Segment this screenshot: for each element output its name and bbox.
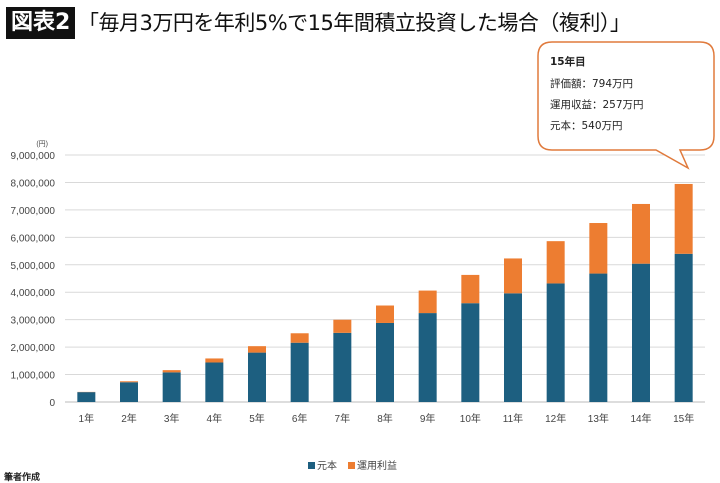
bar-principal <box>418 313 437 402</box>
bar-principal <box>461 303 480 402</box>
callout: 15年目 評価額：794万円 運用収益：257万円 元本：540万円 <box>537 41 715 170</box>
x-tick-label: 12年 <box>545 412 566 425</box>
x-tick-label: 15年 <box>673 412 694 425</box>
x-tick-label: 5年 <box>249 412 265 425</box>
figure-badge: 図表2 <box>6 7 76 39</box>
bar-principal <box>632 263 650 402</box>
bar-gain <box>290 333 309 343</box>
y-tick-label: 4,000,000 <box>11 288 56 299</box>
bar-principal <box>504 293 522 402</box>
x-tick-label: 2年 <box>121 412 137 425</box>
bar-principal <box>546 283 565 402</box>
bar-gain <box>504 258 522 294</box>
bar-gain <box>376 305 394 323</box>
y-tick-label: 8,000,000 <box>11 178 56 189</box>
x-tick-label: 7年 <box>335 412 351 425</box>
bar-gain <box>418 290 437 314</box>
legend-label: 元本 <box>317 459 337 472</box>
source-note: 筆者作成 <box>4 473 41 483</box>
bar-principal <box>589 273 608 402</box>
x-tick-label: 8年 <box>377 412 393 425</box>
callout-bubble <box>537 41 715 170</box>
bar-principal <box>248 352 266 402</box>
legend-label: 運用利益 <box>357 459 397 472</box>
bar-gain <box>632 203 650 264</box>
y-tick-label: 1,000,000 <box>11 371 56 382</box>
bar-principal <box>290 342 309 402</box>
callout-line: 元本：540万円 <box>550 119 623 132</box>
y-tick-label: 7,000,000 <box>11 206 56 217</box>
x-tick-label: 3年 <box>164 412 180 425</box>
callout-heading: 15年目 <box>550 55 586 68</box>
legend: 元本 運用利益 <box>308 459 397 472</box>
y-tick-label: 3,000,000 <box>11 316 56 327</box>
legend-swatch-gain <box>348 462 355 469</box>
x-tick-label: 11年 <box>503 412 523 425</box>
bar-gain <box>248 346 266 353</box>
bar-gain <box>674 183 693 254</box>
bar-gain <box>120 381 138 383</box>
y-tick-label: 5,000,000 <box>11 261 56 272</box>
x-tick-label: 13年 <box>588 412 609 425</box>
y-tick-label: 6,000,000 <box>11 233 56 244</box>
bar-gain <box>461 274 480 304</box>
bar-gain <box>162 370 181 373</box>
x-tick-label: 6年 <box>292 412 308 425</box>
bar-principal <box>205 362 224 402</box>
y-tick-label: 2,000,000 <box>11 343 56 354</box>
bar-principal <box>674 253 693 402</box>
bar-principal <box>120 382 138 402</box>
callout-line: 運用収益：257万円 <box>550 98 644 111</box>
x-tick-label: 9年 <box>420 412 436 425</box>
bar-gain <box>205 358 224 363</box>
bar-gain <box>546 241 565 284</box>
bar-gain <box>333 319 352 333</box>
chart-title: 「毎月3万円を年利5%で15年間積立投資した場合（複利）」 <box>78 11 631 35</box>
x-tick-label: 4年 <box>207 412 223 425</box>
bar-principal <box>162 372 181 402</box>
bar-principal <box>77 392 96 402</box>
y-tick-label: 0 <box>49 398 55 409</box>
bar-gain <box>589 223 608 274</box>
bar-principal <box>333 332 352 402</box>
x-tick-label: 10年 <box>460 412 481 425</box>
y-unit-label: (円) <box>36 140 48 148</box>
callout-line: 評価額：794万円 <box>550 77 633 90</box>
legend-swatch-principal <box>308 462 315 469</box>
x-tick-label: 1年 <box>79 412 95 425</box>
y-tick-label: 9,000,000 <box>11 151 56 162</box>
x-tick-label: 14年 <box>630 412 651 425</box>
bar-principal <box>376 322 394 402</box>
